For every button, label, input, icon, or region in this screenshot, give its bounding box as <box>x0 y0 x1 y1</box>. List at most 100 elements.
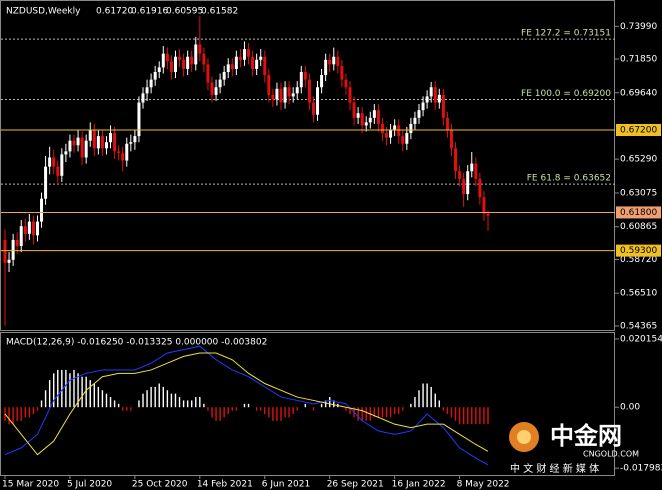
candle-body <box>149 79 153 88</box>
fe-level-label: FE 127.2 = 0.73151 <box>521 29 611 39</box>
histogram-bar <box>44 390 47 408</box>
histogram-bar <box>284 407 286 418</box>
histogram-bar <box>373 407 376 418</box>
histogram-bar <box>357 407 359 421</box>
candle-body <box>356 113 360 118</box>
x-tick-label: 6 Jun 2021 <box>262 480 310 490</box>
y-tick-label: 0.54365 <box>620 321 657 331</box>
candle-body <box>441 94 445 118</box>
histogram-bar <box>126 407 128 411</box>
candle-body <box>242 49 246 60</box>
candle-body <box>206 64 210 83</box>
histogram-bar <box>402 407 404 411</box>
candle-body <box>234 56 238 69</box>
candle-body <box>332 56 336 65</box>
price-tag-label: 0.61800 <box>620 208 657 218</box>
histogram-bar <box>65 369 67 408</box>
histogram-bar <box>211 407 213 418</box>
candle-body <box>68 140 72 152</box>
candle-body <box>247 49 251 57</box>
candle-body <box>482 197 486 214</box>
x-tick-label: 26 Sep 2021 <box>327 480 384 490</box>
histogram-bar <box>450 407 453 418</box>
candle-body <box>238 56 242 60</box>
histogram-bar <box>381 407 384 418</box>
histogram-bar <box>410 403 412 408</box>
candle-body <box>113 133 117 152</box>
candle-body <box>92 130 96 149</box>
candle-body <box>283 87 287 103</box>
histogram-bar <box>101 390 104 408</box>
candle-body <box>417 110 421 118</box>
candle-body <box>474 163 478 179</box>
candle-body <box>470 163 474 172</box>
histogram-bar <box>235 407 238 411</box>
histogram-bar <box>178 397 181 408</box>
candle-body <box>307 79 311 103</box>
histogram-bar <box>438 400 440 408</box>
header-low: 0.60595 <box>166 7 203 17</box>
x-tick-label: 25 Oct 2020 <box>132 480 188 490</box>
histogram-bar <box>57 369 59 408</box>
histogram-bar <box>207 407 209 411</box>
histogram-bar <box>69 373 71 408</box>
candle-body <box>153 71 157 80</box>
histogram-bar <box>93 383 95 408</box>
histogram-bar <box>247 403 250 408</box>
candle-body <box>80 137 84 158</box>
candle-body <box>44 166 48 199</box>
candle-body <box>96 136 100 149</box>
y-tick-label: 0.60865 <box>620 222 657 232</box>
histogram-bar <box>467 407 469 425</box>
histogram-bar <box>215 407 217 421</box>
histogram-bar <box>85 376 87 408</box>
histogram-bar <box>32 407 35 414</box>
histogram-bar <box>97 386 100 408</box>
histogram-bar <box>36 407 39 411</box>
candle-body <box>173 56 177 72</box>
candle-body <box>311 102 315 115</box>
candle-body <box>454 148 458 172</box>
candle-body <box>129 142 133 144</box>
candle-body <box>210 82 214 95</box>
histogram-bar <box>398 407 400 414</box>
histogram-bar <box>264 407 266 414</box>
histogram-bar <box>329 397 331 408</box>
header-high: 0.61916 <box>131 7 168 17</box>
candle-body <box>409 123 413 134</box>
candle-body <box>137 102 141 137</box>
main-frame <box>0 0 615 331</box>
histogram-bar <box>113 400 116 408</box>
candle-body <box>145 87 149 94</box>
histogram-bar <box>414 397 416 408</box>
candle-body <box>429 87 433 97</box>
candle-body <box>376 110 380 124</box>
price-tag-label: 0.67200 <box>620 126 657 136</box>
candle-body <box>161 53 165 68</box>
candle-body <box>397 125 401 137</box>
candle-body <box>88 130 92 141</box>
histogram-bar <box>418 390 420 408</box>
histogram-bar <box>195 397 197 408</box>
candle-body <box>72 140 76 146</box>
histogram-bar <box>182 400 185 408</box>
histogram-bar <box>142 393 144 408</box>
histogram-bar <box>361 407 363 421</box>
histogram-bar <box>53 373 55 408</box>
logo-core <box>517 430 531 444</box>
candle-body <box>348 87 352 103</box>
candle-body <box>141 93 145 103</box>
histogram-bar <box>312 407 315 411</box>
candle-body <box>218 79 222 88</box>
candle-body <box>255 59 259 69</box>
candle-body <box>336 56 340 66</box>
candle-body <box>486 213 490 216</box>
candle-body <box>405 133 409 144</box>
candle-body <box>214 87 218 95</box>
candle-body <box>267 75 271 95</box>
y-tick-label: 0.020154 <box>620 334 662 344</box>
candle-body <box>100 136 104 149</box>
candle-body <box>279 88 283 103</box>
candle-body <box>104 142 108 149</box>
